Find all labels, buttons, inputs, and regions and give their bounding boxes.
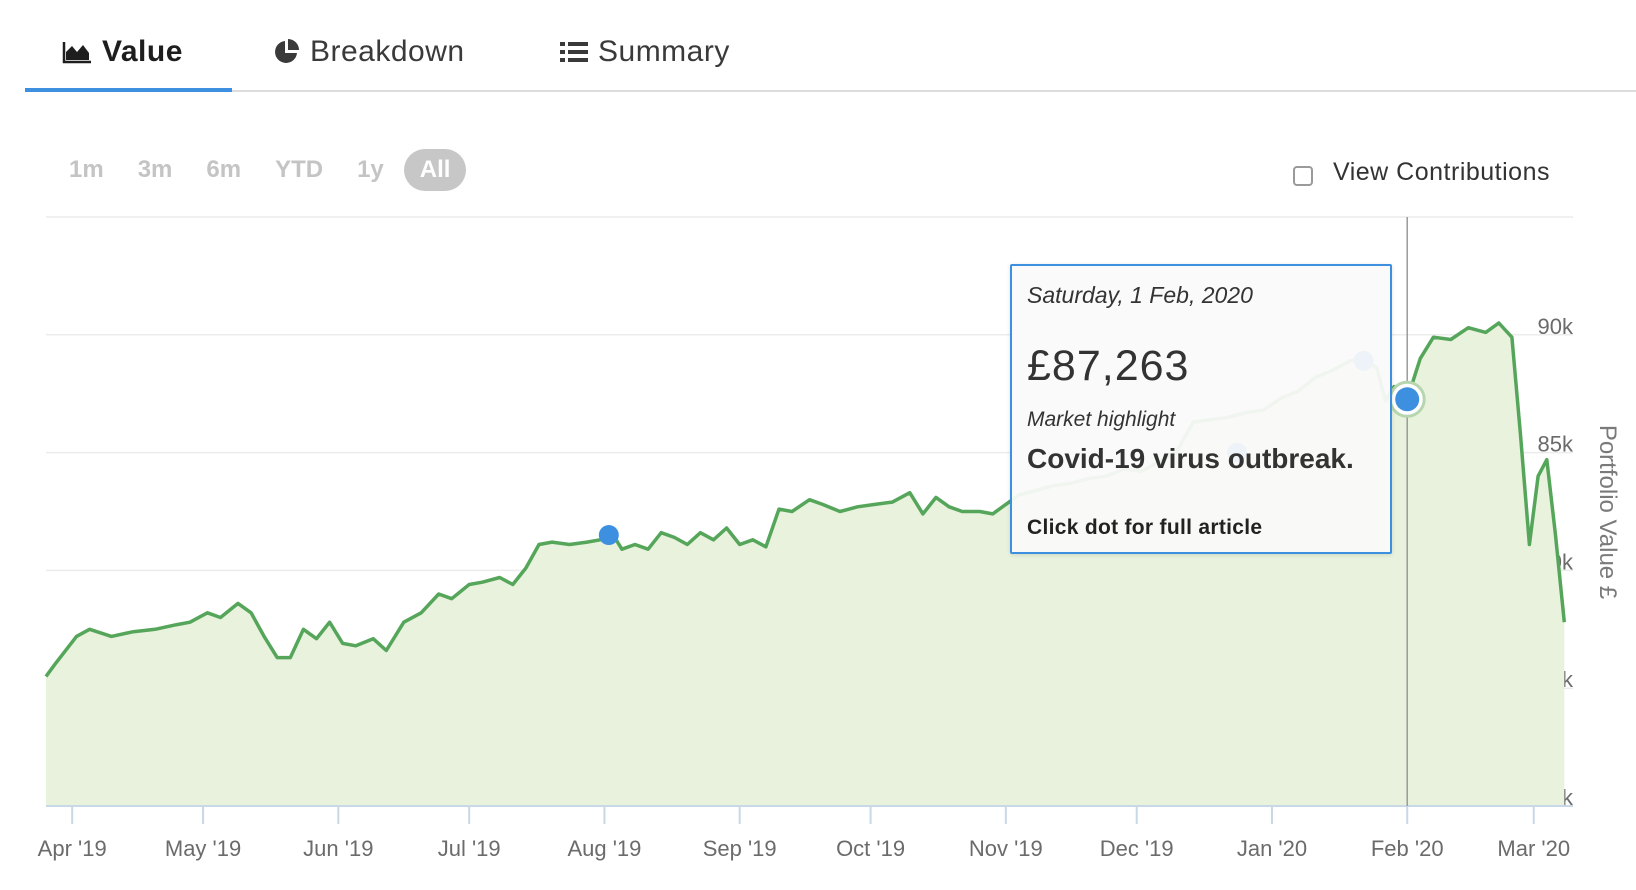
tooltip-article-link[interactable]: Click dot for full article [1027, 516, 1263, 539]
tab-label: Value [102, 35, 183, 68]
tab-bar: Value Breakdown Summary [0, 0, 1636, 92]
x-tick-label: Jan '20 [1237, 836, 1307, 861]
x-tick-label: May '19 [165, 836, 241, 861]
view-contributions-label: View Contributions [1333, 158, 1550, 186]
x-tick-label: Jun '19 [303, 836, 373, 861]
range-selector: 1m 3m 6m YTD 1y All [55, 148, 472, 192]
area-chart-icon [62, 40, 92, 64]
y-tick-label: 90k [1538, 314, 1574, 339]
x-tick-label: Dec '19 [1100, 836, 1174, 861]
range-1m[interactable]: 1m [69, 156, 104, 183]
list-icon [560, 41, 588, 63]
market-highlight-dot[interactable] [598, 525, 619, 546]
tooltip-subtitle: Market highlight [1027, 408, 1176, 431]
range-1y[interactable]: 1y [357, 156, 384, 183]
active-tab-indicator [25, 88, 232, 92]
x-tick-label: Jul '19 [438, 836, 501, 861]
market-highlight-tooltip[interactable]: Saturday, 1 Feb, 2020 £87,263 Market hig… [1010, 264, 1392, 554]
y-axis-title: Portfolio Value £ [1594, 425, 1621, 599]
view-contributions-toggle[interactable]: View Contributions [1293, 158, 1550, 187]
x-tick-label: Sep '19 [703, 836, 777, 861]
tab-breakdown[interactable]: Breakdown [272, 26, 465, 78]
selected-highlight-dot[interactable] [1395, 387, 1420, 412]
x-tick-label: Oct '19 [836, 836, 905, 861]
range-3m[interactable]: 3m [137, 156, 173, 183]
x-tick-label: Feb '20 [1371, 836, 1444, 861]
pie-chart-icon [272, 38, 300, 66]
tooltip-date: Saturday, 1 Feb, 2020 [1027, 282, 1253, 308]
range-all[interactable]: All [403, 149, 467, 191]
x-tick-label: Aug '19 [567, 836, 641, 861]
tab-label: Summary [598, 35, 730, 68]
x-tick-label: Apr '19 [38, 836, 107, 861]
x-tick-label: Nov '19 [969, 836, 1043, 861]
range-ytd[interactable]: YTD [275, 156, 324, 183]
tab-value[interactable]: Value [62, 26, 183, 78]
tab-label: Breakdown [310, 35, 465, 68]
tooltip-value: £87,263 [1027, 342, 1190, 390]
tab-summary[interactable]: Summary [560, 26, 730, 78]
x-tick-label: Mar '20 [1497, 836, 1570, 861]
tab-divider [25, 90, 1636, 92]
range-6m[interactable]: 6m [206, 156, 242, 183]
y-tick-label: 85k [1538, 432, 1574, 457]
view-contributions-checkbox[interactable] [1293, 165, 1313, 186]
tooltip-headline: Covid-19 virus outbreak. [1027, 443, 1354, 474]
